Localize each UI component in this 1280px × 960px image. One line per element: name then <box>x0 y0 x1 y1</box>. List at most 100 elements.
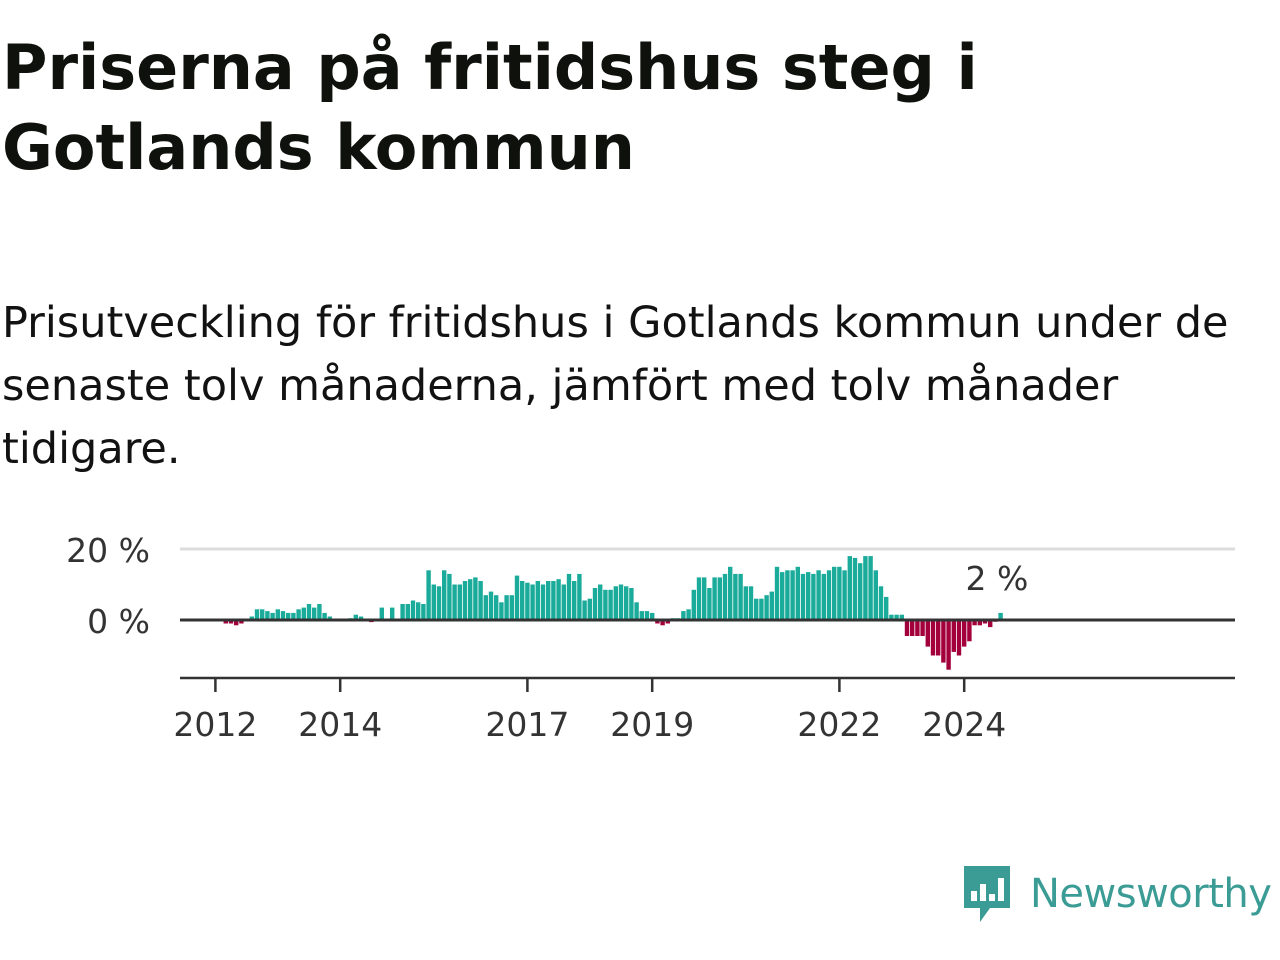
bar <box>582 600 587 620</box>
bar <box>962 620 967 647</box>
bar <box>520 581 525 620</box>
bar <box>691 589 696 620</box>
bar <box>894 614 899 620</box>
bar <box>312 607 317 620</box>
chart-subtitle: Prisutveckling för fritidshus i Gotlands… <box>2 298 1229 474</box>
bar <box>452 584 457 620</box>
bar <box>223 620 228 624</box>
bar <box>759 598 764 620</box>
bar <box>254 609 260 620</box>
bar <box>431 584 436 620</box>
bar <box>494 595 499 620</box>
bar <box>478 581 483 620</box>
bar <box>598 584 603 620</box>
x-tick-label: 2014 <box>298 705 382 744</box>
bar <box>977 620 982 626</box>
bar <box>327 616 332 620</box>
bar <box>696 577 702 620</box>
bar <box>806 572 811 620</box>
bar <box>748 586 754 620</box>
bar <box>358 616 364 620</box>
bar <box>462 581 468 620</box>
tick-labels: 0 % 20 % 2012 2014 2017 2019 2022 2024 2 % <box>66 531 1028 744</box>
bar <box>447 573 452 620</box>
bar <box>416 602 421 621</box>
bar <box>728 566 733 621</box>
bar <box>717 577 722 620</box>
bar <box>260 609 265 620</box>
bar <box>629 588 634 620</box>
bar <box>826 570 832 620</box>
bar <box>972 620 977 626</box>
bar <box>873 570 878 620</box>
bar <box>618 584 624 620</box>
bar <box>426 570 431 620</box>
bar <box>915 620 920 636</box>
bar <box>270 612 275 620</box>
bar <box>780 572 785 620</box>
bar <box>832 566 837 621</box>
bar <box>592 588 598 620</box>
bar <box>291 612 296 620</box>
bar <box>390 607 395 620</box>
bar <box>925 620 930 647</box>
bar <box>722 573 728 620</box>
bar <box>561 584 566 620</box>
bar <box>608 589 613 620</box>
bar <box>956 620 962 656</box>
bar <box>577 573 582 620</box>
bar <box>702 577 707 620</box>
bar <box>436 586 442 620</box>
bar <box>655 620 660 624</box>
bar <box>743 586 748 620</box>
bar <box>572 581 577 620</box>
bar <box>738 573 743 620</box>
bar <box>514 575 520 620</box>
bar <box>275 609 280 620</box>
y-tick-label: 0 % <box>87 602 150 641</box>
bar <box>858 563 863 620</box>
bar <box>468 579 473 620</box>
bar <box>473 577 478 620</box>
bar <box>884 596 889 620</box>
brand-logo: Newsworthy <box>962 862 1272 926</box>
last-value-label: 2 % <box>966 559 1029 598</box>
bar <box>400 604 405 620</box>
bar <box>946 620 951 670</box>
bar <box>795 566 800 621</box>
bar <box>639 611 644 620</box>
bar <box>296 609 301 620</box>
x-tick-label: 2024 <box>922 705 1006 744</box>
bar <box>228 620 234 624</box>
bar <box>847 556 852 620</box>
bar <box>644 611 650 620</box>
bar <box>322 612 327 620</box>
bar <box>774 566 780 621</box>
bar <box>265 611 270 620</box>
bar <box>353 614 358 620</box>
bar <box>509 595 514 620</box>
bar <box>301 607 306 620</box>
bar <box>634 602 639 621</box>
bar <box>613 586 618 620</box>
bar <box>681 611 686 620</box>
x-tick-label: 2019 <box>610 705 694 744</box>
bar <box>587 598 592 620</box>
y-tick-label: 20 % <box>66 531 150 570</box>
bar <box>239 620 244 624</box>
bar <box>904 620 910 636</box>
bar <box>234 620 239 626</box>
bar <box>910 620 915 636</box>
bar <box>920 620 925 636</box>
bar <box>421 604 426 620</box>
bars <box>223 556 1003 670</box>
bar <box>982 620 988 624</box>
bar <box>249 616 254 620</box>
bar <box>754 598 759 620</box>
bar <box>707 588 712 620</box>
bar <box>556 579 561 620</box>
axes <box>180 618 1235 692</box>
bar <box>525 582 530 620</box>
bar <box>878 586 884 620</box>
bar <box>998 612 1003 620</box>
